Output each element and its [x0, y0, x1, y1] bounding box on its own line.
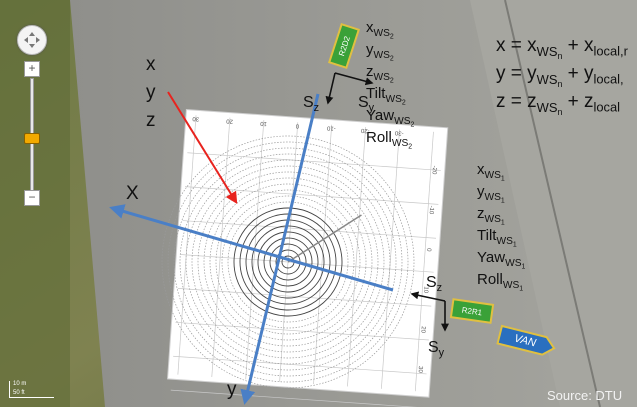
grid-ring [185, 159, 391, 365]
zoom-out-button[interactable]: − [24, 190, 40, 206]
right-tick-label: 10 [422, 286, 428, 294]
local-y-label: y [146, 82, 156, 103]
grid-ring [197, 171, 379, 353]
ws2-sz-arrow [325, 72, 336, 105]
ws1-tag [449, 298, 495, 324]
ws2-param-roll: RollWS2 [366, 129, 413, 150]
ws1-tag-group [449, 298, 495, 324]
grid-ring [257, 231, 319, 293]
grid-ring [263, 237, 313, 287]
scale-bottom-label: 50 ft [13, 390, 25, 396]
zoom-in-button[interactable]: + [24, 61, 40, 77]
grid-horizontal-line [173, 355, 427, 375]
equation-y: y = yWSn + ylocal, [496, 63, 624, 89]
ws1-param-y: yWS1 [477, 183, 505, 204]
ws1-param-x: xWS1 [477, 161, 505, 182]
top-tick-label: 20 [226, 117, 234, 123]
ws2-param-y: yWS2 [366, 41, 394, 62]
ws2-param-yaw: YawWS2 [366, 107, 415, 128]
grid-vertical-line [381, 129, 400, 389]
scale-top-label: 10 m [13, 381, 27, 387]
top-tick-label: 0 [295, 122, 299, 128]
grid-sheet-paper [167, 109, 449, 398]
right-tick-label: 20 [419, 326, 425, 334]
ws1-param-yaw: YawWS1 [477, 249, 526, 270]
grid-ring [167, 141, 409, 383]
equation-z: z = zWSn + zlocal [496, 91, 621, 117]
van-tag [496, 324, 556, 356]
right-tick-labels: -20 -10 0 10 20 30 [417, 165, 438, 373]
grid-ring [239, 213, 337, 311]
grid-ring [203, 177, 373, 347]
equation-x: x = xWSn + xlocal,r [496, 35, 628, 61]
grid-ring [221, 195, 355, 329]
global-y-axis [240, 93, 320, 405]
grid-vertical-line [211, 117, 231, 377]
top-tick-labels: 30 20 10 0 -10 -20 -30 [192, 115, 404, 136]
top-tick-label: 10 [259, 120, 267, 126]
grid-vertical-line [347, 127, 366, 387]
global-y-label: y [227, 379, 237, 400]
pavement-seam [504, 0, 601, 407]
right-tick-label: 30 [417, 366, 423, 374]
local-frame-pointer-arrow [167, 91, 238, 205]
local-x-label: x [146, 54, 156, 75]
grid-ring [245, 219, 331, 305]
top-tick-label: -10 [326, 124, 336, 131]
map-scale-bar: 10 m 50 ft [9, 381, 54, 398]
grid-horizontal-line [170, 389, 425, 407]
ws2-sy-label: Sy [358, 94, 375, 114]
grid-vertical-line [414, 131, 434, 392]
ws1-sy-label: Sy [428, 339, 445, 359]
top-tick-label: -20 [360, 127, 370, 134]
ws1-sz-arrow [410, 291, 446, 302]
global-x-axis [109, 204, 291, 262]
source-credit: Source: DTU [547, 388, 623, 403]
right-tick-label: -10 [428, 205, 435, 215]
ws1-param-z: zWS1 [477, 205, 505, 226]
grid-horizontal-line [182, 220, 437, 239]
global-x-label: X [126, 183, 139, 204]
grid-ring [191, 165, 385, 359]
ws1-param-tilt: TiltWS1 [477, 227, 517, 248]
ws2-tag-group [328, 22, 360, 70]
van-tag-group [496, 324, 556, 356]
pan-control-icon [24, 32, 40, 48]
ws2-param-tilt: TiltWS2 [366, 85, 406, 106]
grid-ring [251, 225, 325, 299]
grid-horizontal-line [175, 321, 429, 341]
zoom-slider-thumb[interactable] [24, 133, 40, 145]
polar-grid-sheet: 30 20 10 0 -10 -20 -30 -20 -10 0 10 20 30 [161, 109, 449, 407]
right-tick-label: 0 [425, 248, 431, 252]
ws2-sz-label: Sz [303, 94, 320, 114]
ws2-param-x: xWS2 [366, 19, 394, 40]
grid-ring [209, 183, 367, 341]
ws2-sy-arrow [334, 72, 374, 86]
top-tick-label: -30 [394, 129, 404, 136]
grid-ring [173, 147, 403, 377]
grid-horizontal-line [177, 288, 432, 307]
pan-control[interactable] [17, 25, 47, 55]
grid-horizontal-line [187, 152, 441, 171]
ws1-param-roll: RollWS1 [477, 271, 524, 292]
grid-radial-line [287, 214, 362, 263]
global-x-axis-positive [289, 258, 394, 292]
grid-vertical-line [279, 122, 299, 382]
grid-vertical-line [177, 115, 197, 375]
local-z-label: z [146, 110, 156, 131]
ws2-param-z: zWS2 [366, 63, 394, 84]
ws1-sz-label: Sz [426, 274, 443, 294]
ws2-tag [328, 22, 360, 70]
right-tick-label: -20 [430, 165, 437, 175]
top-tick-label: 30 [192, 115, 200, 121]
